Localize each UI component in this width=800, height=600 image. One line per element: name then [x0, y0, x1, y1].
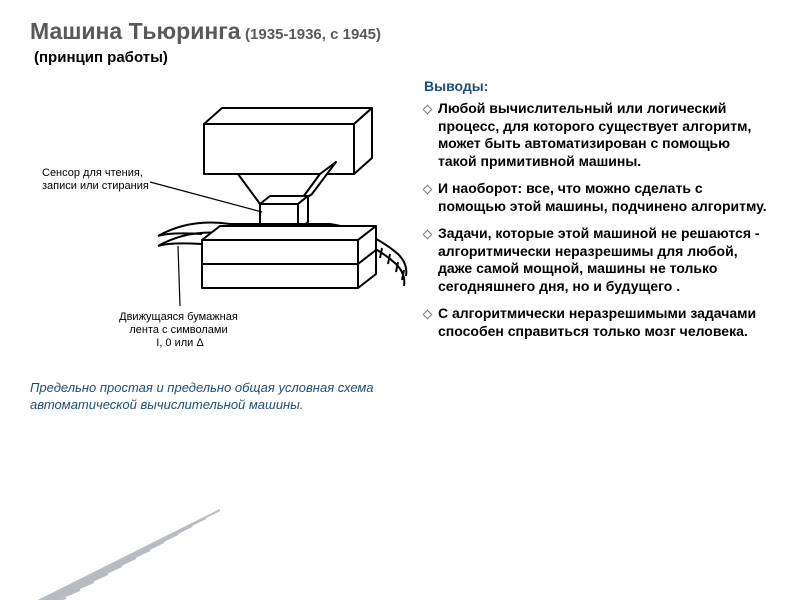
list-item: И наоборот: все, что можно сделать с пом… — [424, 180, 770, 215]
title-dates: (1935-1936, с 1945) — [245, 26, 381, 43]
list-item: С алгоритмически неразрешимыми задачами … — [424, 305, 770, 340]
corner-decoration — [0, 490, 220, 600]
conclusions-title: Выводы: — [424, 78, 770, 94]
diagram-caption: Предельно простая и предельно общая усло… — [30, 380, 410, 414]
diagram-sensor-label: Сенсор для чтения, записи или стирания — [42, 167, 149, 192]
title-subtitle: (принцип работы) — [34, 49, 770, 66]
list-item: Задачи, которые этой машиной не решаются… — [424, 225, 770, 295]
right-column: Выводы: Любой вычислительный или логичес… — [410, 78, 770, 414]
left-column: Сенсор для чтения, записи или стирания Д… — [30, 78, 410, 414]
content-row: Сенсор для чтения, записи или стирания Д… — [30, 78, 770, 414]
list-item: Любой вычислительный или логический проц… — [424, 100, 770, 170]
title-main: Машина Тьюринга — [30, 18, 241, 44]
conclusions-list: Любой вычислительный или логический проц… — [424, 100, 770, 340]
diagram-tape-label: Движущаяся бумажная лента с символами I,… — [119, 311, 241, 349]
turing-machine-diagram: Сенсор для чтения, записи или стирания Д… — [30, 96, 410, 358]
slide: Машина Тьюринга (1935-1936, с 1945) (при… — [0, 0, 800, 600]
title-line: Машина Тьюринга (1935-1936, с 1945) — [30, 18, 770, 45]
